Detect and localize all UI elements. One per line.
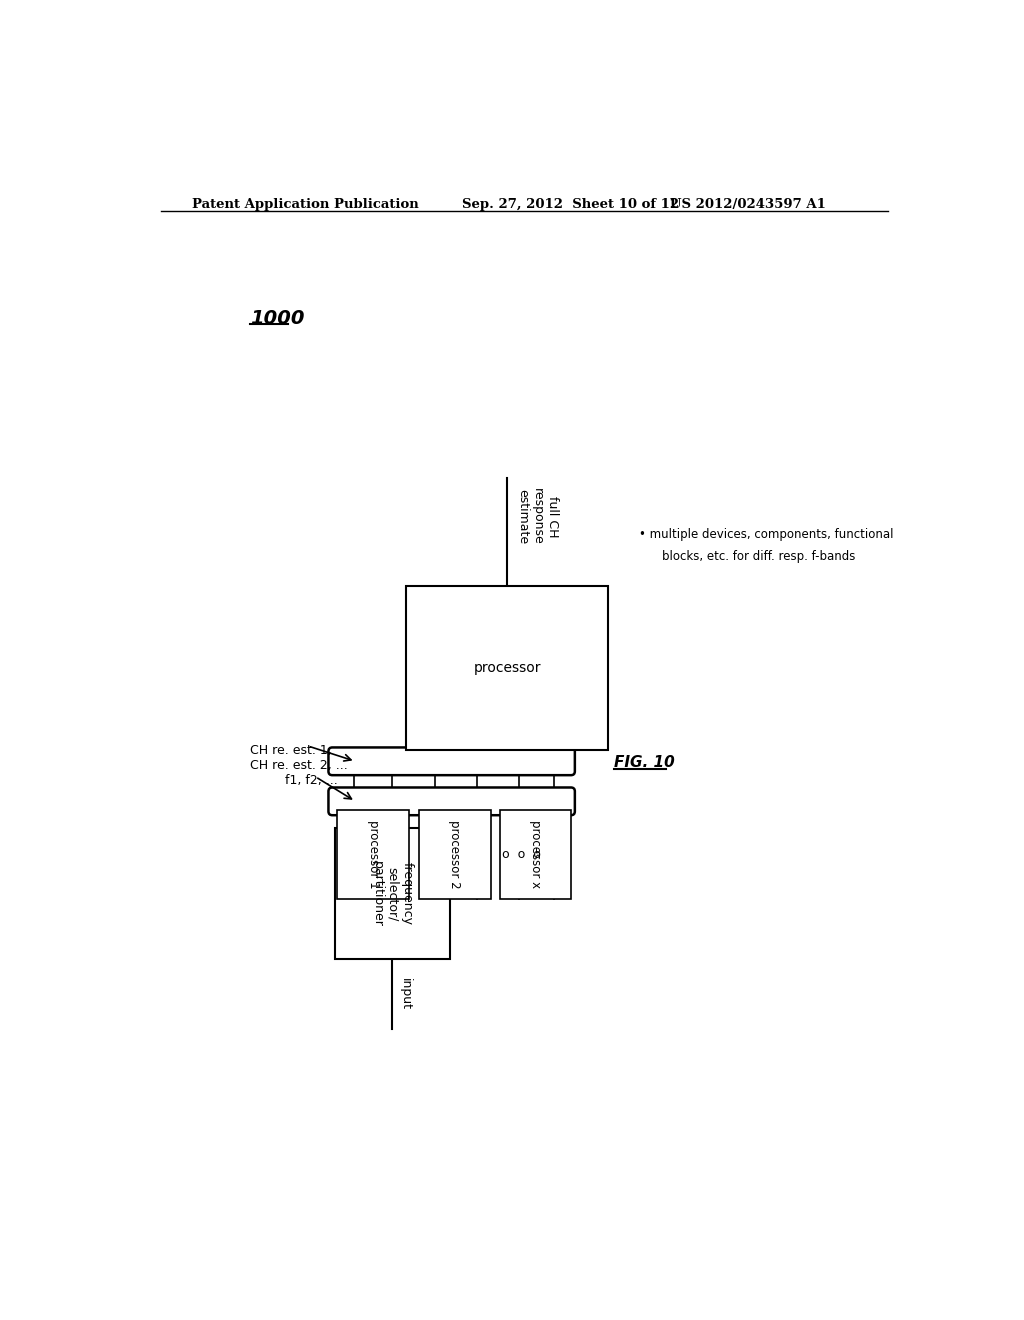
Bar [335,829,451,960]
FancyBboxPatch shape [329,788,574,816]
Bar [407,586,608,750]
Text: CH re. est. 1,
CH re. est. 2, ...: CH re. est. 1, CH re. est. 2, ... [250,743,348,772]
Bar [419,810,490,899]
Bar [337,810,410,899]
Bar [500,810,571,899]
Text: processor: processor [473,661,541,675]
Text: blocks, etc. for diff. resp. f-bands: blocks, etc. for diff. resp. f-bands [662,549,855,562]
Text: f1, f2, ...: f1, f2, ... [285,775,337,788]
Text: processor x: processor x [529,821,542,888]
Text: input: input [398,978,412,1010]
Text: US 2012/0243597 A1: US 2012/0243597 A1 [670,198,825,211]
Text: processor 2: processor 2 [449,820,461,888]
Text: Sep. 27, 2012  Sheet 10 of 12: Sep. 27, 2012 Sheet 10 of 12 [462,198,679,211]
Text: o  o  o: o o o [503,847,541,861]
Text: Patent Application Publication: Patent Application Publication [193,198,419,211]
FancyBboxPatch shape [329,747,574,775]
Text: frequency
selector/
partitioner: frequency selector/ partitioner [371,861,414,927]
Text: processor 1: processor 1 [367,820,380,888]
Text: 1000: 1000 [250,309,304,327]
Text: FIG. 10: FIG. 10 [614,755,675,770]
Text: • multiple devices, components, functional: • multiple devices, components, function… [639,528,893,541]
Text: full CH
response
estimate: full CH response estimate [516,488,559,545]
